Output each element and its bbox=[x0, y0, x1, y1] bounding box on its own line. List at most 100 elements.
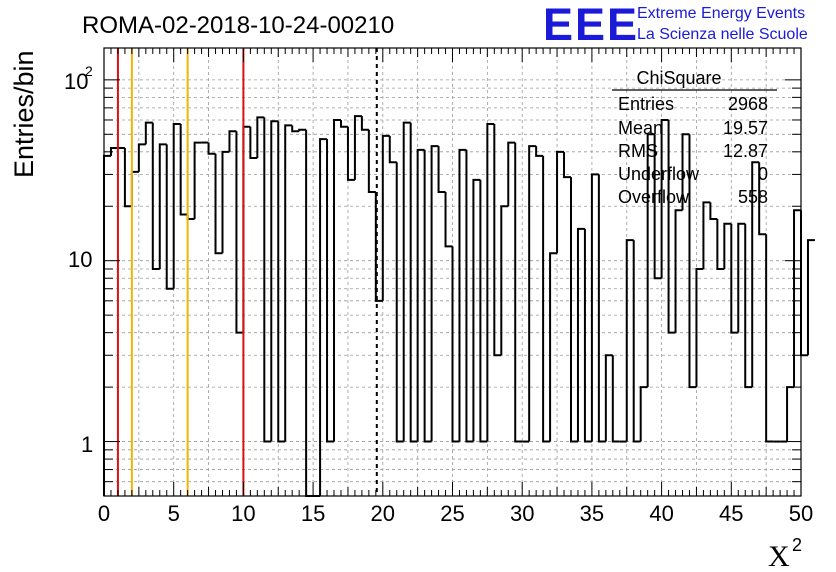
histogram-bin bbox=[632, 240, 641, 443]
histogram-bin bbox=[646, 133, 655, 388]
x-tick-label: 0 bbox=[98, 501, 110, 526]
histogram-bin bbox=[346, 126, 355, 181]
y-tick-label-100-exponent: 2 bbox=[85, 63, 93, 79]
stats-value-underflow: 0 bbox=[758, 164, 768, 184]
logo-mark: EEE bbox=[543, 0, 639, 50]
histogram-bin bbox=[556, 150, 565, 254]
histogram-bin bbox=[542, 155, 551, 443]
histogram-bin bbox=[151, 122, 160, 270]
stats-box: ChiSquare Entries 2968 Mean 19.57 RMS 12… bbox=[612, 68, 777, 207]
histogram-bin bbox=[765, 234, 774, 443]
histogram-bin bbox=[228, 130, 237, 152]
stats-label-mean: Mean bbox=[618, 118, 663, 138]
histogram-bin bbox=[242, 125, 251, 333]
histogram bbox=[103, 115, 815, 497]
histogram-bin bbox=[758, 162, 767, 236]
histogram-bin bbox=[137, 143, 146, 172]
histogram-bin bbox=[611, 355, 620, 443]
histogram-bin bbox=[786, 386, 795, 442]
histogram-bin bbox=[451, 246, 460, 443]
histogram-bin bbox=[284, 124, 293, 442]
y-axis-label: Entries/bin bbox=[9, 50, 39, 178]
histogram-bin bbox=[569, 177, 578, 443]
histogram-bin bbox=[270, 120, 279, 442]
histogram-bin bbox=[702, 201, 711, 269]
y-tick-label-1: 1 bbox=[81, 432, 93, 457]
histogram-bin bbox=[333, 118, 341, 442]
histogram-bin bbox=[249, 126, 258, 159]
x-tick-label: 50 bbox=[789, 501, 813, 526]
chart-title: ROMA-02-2018-10-24-00210 bbox=[82, 12, 394, 39]
histogram-bin bbox=[472, 178, 481, 442]
histogram-bin bbox=[681, 133, 690, 211]
histogram-bin bbox=[800, 210, 808, 357]
histogram-bin bbox=[639, 386, 648, 442]
histogram-bin bbox=[360, 116, 369, 131]
histogram-bin bbox=[144, 121, 153, 145]
histogram-bin bbox=[744, 223, 753, 389]
histogram-bin bbox=[409, 122, 418, 443]
histogram-bin bbox=[716, 219, 725, 270]
histogram-bin bbox=[806, 239, 815, 356]
reference-lines bbox=[116, 48, 378, 496]
x-axis-label: X 2 bbox=[768, 535, 802, 572]
histogram-bin bbox=[158, 143, 167, 269]
y-tick-labels: 1 10 10 2 bbox=[64, 63, 93, 457]
histogram-bin bbox=[423, 149, 432, 443]
histogram-bin bbox=[339, 119, 348, 128]
x-tick-label: 20 bbox=[371, 501, 395, 526]
eee-logo: EEE Extreme Energy Events La Scienza nel… bbox=[543, 0, 808, 50]
histogram-bin bbox=[186, 214, 195, 221]
histogram-bin bbox=[263, 117, 272, 443]
histogram-bin bbox=[514, 142, 523, 443]
histogram-bin bbox=[576, 227, 585, 442]
histogram-bin bbox=[367, 129, 376, 193]
histogram-bin bbox=[437, 146, 446, 193]
x-tick-label: 30 bbox=[510, 501, 534, 526]
histogram-bin bbox=[291, 125, 300, 133]
histogram-bin bbox=[103, 154, 111, 496]
histogram-bin bbox=[563, 151, 571, 179]
x-tick-label: 35 bbox=[580, 501, 604, 526]
stats-label-entries: Entries bbox=[618, 94, 674, 114]
logo-line-1: Extreme Energy Events bbox=[637, 5, 805, 22]
histogram-bin bbox=[549, 252, 558, 442]
x-axis-label-base: X bbox=[768, 540, 790, 572]
histogram-bin bbox=[583, 228, 592, 443]
histogram-bin bbox=[458, 148, 467, 442]
histogram-bin bbox=[305, 129, 314, 497]
histogram-bin bbox=[709, 202, 718, 221]
histogram-bin bbox=[695, 267, 704, 388]
histogram-bin bbox=[207, 142, 216, 155]
histogram-bin bbox=[653, 134, 662, 280]
histogram-bin bbox=[235, 131, 244, 334]
y-tick-label-100: 10 bbox=[64, 69, 88, 94]
histogram-bin bbox=[604, 354, 613, 442]
histogram-bin bbox=[528, 145, 537, 442]
y-tick-label-10: 10 bbox=[68, 247, 92, 272]
histogram-bin bbox=[326, 139, 335, 443]
histogram-bin bbox=[381, 134, 390, 301]
histogram-bin bbox=[416, 148, 425, 442]
stats-value-mean: 19.57 bbox=[723, 118, 768, 138]
x-tick-label: 40 bbox=[649, 501, 673, 526]
histogram-bin bbox=[730, 223, 739, 334]
histogram-bin bbox=[486, 122, 495, 442]
histogram-bin bbox=[214, 153, 223, 255]
logo-line-2: La Scienza nelle Scuole bbox=[637, 26, 808, 43]
histogram-bin bbox=[660, 118, 669, 279]
histogram-bin bbox=[123, 147, 132, 208]
x-tick-label: 45 bbox=[719, 501, 743, 526]
histogram-bin bbox=[353, 115, 362, 180]
x-tick-label: 25 bbox=[440, 501, 464, 526]
histogram-bin bbox=[500, 205, 509, 356]
histogram-bin bbox=[625, 239, 634, 442]
histogram-bin bbox=[465, 149, 474, 443]
histogram-bin bbox=[221, 150, 230, 254]
stats-value-overflow: 558 bbox=[738, 187, 768, 207]
histogram-bin bbox=[688, 134, 697, 389]
histogram-bin bbox=[130, 170, 139, 207]
x-tick-label: 15 bbox=[301, 501, 325, 526]
histogram-bin bbox=[737, 222, 746, 333]
